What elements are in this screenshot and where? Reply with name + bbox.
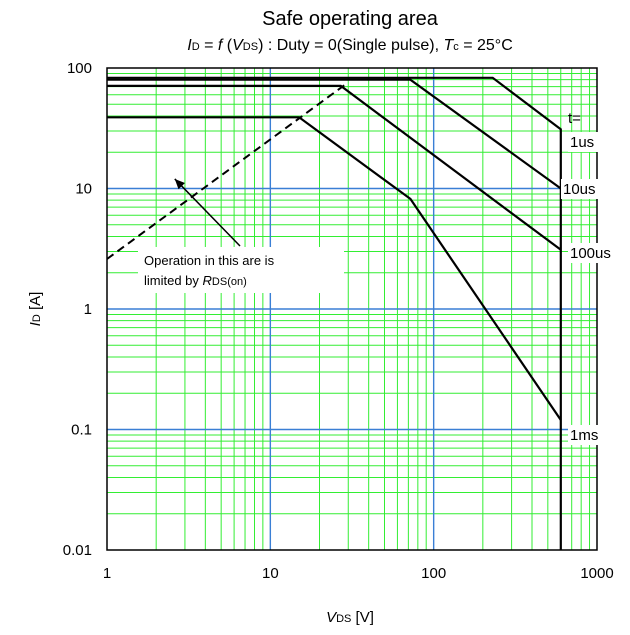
y-axis-label: ID [A]: [27, 292, 44, 327]
series-label-1ms: 1ms: [570, 427, 598, 444]
series-labels: 1us 10us 100us 1ms: [561, 132, 619, 445]
x-tick-labels: 1 10 100 1000: [103, 565, 614, 582]
annotation-arrow: [174, 178, 241, 247]
y-tick-label: 0.01: [63, 542, 92, 559]
series-label-bg: [568, 425, 601, 445]
y-tick-label: 100: [67, 60, 92, 77]
chart-subtitle: ID = f (VDS) : Duty = 0(Single pulse), T…: [187, 37, 513, 54]
y-tick-label: 0.1: [71, 422, 92, 439]
annotation-box: [138, 247, 344, 293]
annotation-line-1: Operation in this are is: [144, 253, 275, 268]
x-tick-label: 1: [103, 565, 111, 582]
rds-on-limit-line: [106, 81, 349, 260]
legend-heading: t=: [568, 110, 581, 127]
annotation-arrow-shaft: [174, 178, 241, 247]
soa-curve-10us: [107, 78, 562, 190]
series-label-1us: 1us: [570, 134, 594, 151]
plot-frame: [106, 67, 598, 551]
chart-title: Safe operating area: [262, 8, 439, 30]
soa-curve-100us: [107, 84, 562, 251]
series-label-bg: [561, 179, 603, 199]
major-grid: [107, 68, 597, 550]
series-label-10us: 10us: [563, 181, 596, 198]
y-tick-labels: 100 10 1 0.1 0.01: [63, 60, 92, 559]
soa-curve-1ms: [107, 116, 562, 421]
x-axis-label: VDS [V]: [326, 609, 374, 626]
x-tick-label: 1000: [580, 565, 613, 582]
series-label-bg: [568, 132, 601, 152]
annotation-arrow-head: [174, 178, 185, 190]
series-label-bg: [568, 243, 619, 263]
series-label-100us: 100us: [570, 245, 611, 262]
x-tick-label: 100: [421, 565, 446, 582]
annotation-line-2: limited by RDS(on): [144, 273, 247, 288]
y-tick-label: 10: [75, 181, 92, 198]
y-tick-label: 1: [84, 301, 92, 318]
soa-curves: [106, 76, 562, 550]
soa-curve-1us: [107, 76, 562, 550]
x-tick-label: 10: [262, 565, 279, 582]
